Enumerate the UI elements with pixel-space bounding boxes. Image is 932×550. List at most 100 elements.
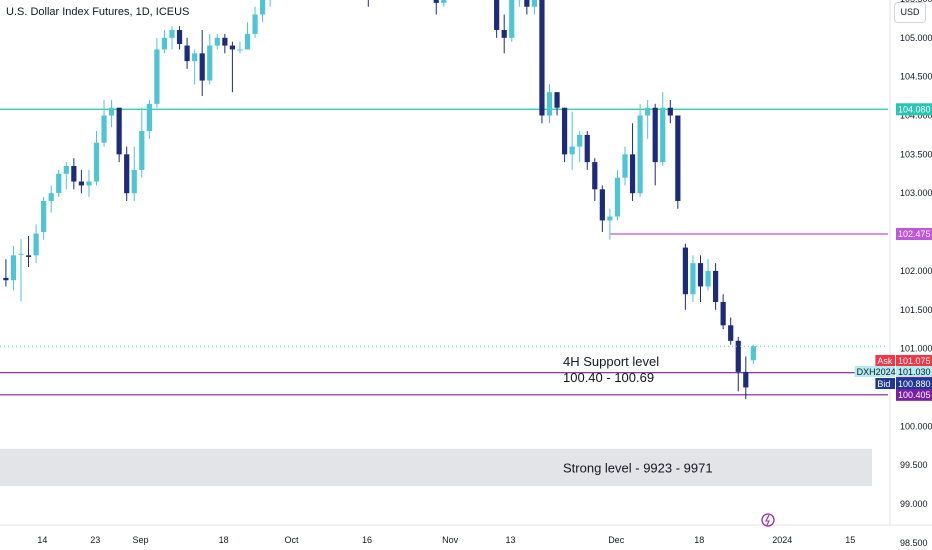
- candle[interactable]: [192, 49, 198, 85]
- candle[interactable]: [86, 169, 92, 198]
- candle[interactable]: [660, 92, 666, 167]
- candle[interactable]: [237, 41, 243, 54]
- candle-body: [743, 371, 749, 388]
- candle[interactable]: [554, 92, 560, 116]
- candle[interactable]: [3, 259, 9, 287]
- candle[interactable]: [629, 123, 636, 201]
- candle[interactable]: [524, 0, 530, 15]
- candle[interactable]: [569, 111, 575, 170]
- level-price-tag: [896, 103, 932, 116]
- candle[interactable]: [577, 131, 583, 163]
- candle[interactable]: [517, 0, 522, 7]
- candle[interactable]: [750, 344, 756, 365]
- candle[interactable]: [71, 158, 77, 190]
- candle[interactable]: [509, 0, 515, 42]
- candle[interactable]: [109, 99, 115, 128]
- candle[interactable]: [176, 26, 183, 50]
- candle[interactable]: [546, 84, 553, 124]
- candle[interactable]: [531, 0, 537, 15]
- candle[interactable]: [139, 107, 145, 178]
- candle[interactable]: [705, 259, 711, 291]
- candle[interactable]: [48, 185, 54, 213]
- candle[interactable]: [260, 0, 266, 23]
- candle[interactable]: [735, 336, 741, 392]
- candle[interactable]: [433, 0, 439, 15]
- candle[interactable]: [652, 103, 658, 186]
- candle[interactable]: [592, 158, 598, 201]
- candle[interactable]: [607, 208, 613, 240]
- candle[interactable]: [222, 33, 228, 54]
- candle-body: [124, 154, 130, 194]
- candle[interactable]: [101, 99, 107, 147]
- candle[interactable]: [229, 41, 235, 93]
- candle[interactable]: [366, 0, 371, 7]
- annotation-line-2: 100.40 - 100.69: [563, 370, 654, 385]
- candle[interactable]: [637, 103, 643, 198]
- candle[interactable]: [214, 33, 220, 50]
- candle-body: [139, 131, 145, 170]
- candle[interactable]: [63, 162, 69, 190]
- candle[interactable]: [690, 255, 696, 302]
- candle[interactable]: [78, 169, 84, 194]
- annotation-layer: 4H Support level 100.40 - 100.69: [563, 354, 659, 385]
- candle[interactable]: [33, 224, 39, 264]
- price-tick-label: 105.500: [900, 0, 932, 4]
- level-price-tag-text: 102.475: [898, 229, 931, 239]
- candle[interactable]: [93, 131, 100, 186]
- candle[interactable]: [252, 6, 258, 38]
- candle[interactable]: [10, 246, 17, 291]
- candle[interactable]: [154, 37, 160, 108]
- candle[interactable]: [268, 0, 273, 7]
- candle[interactable]: [675, 115, 681, 209]
- candle[interactable]: [645, 99, 651, 139]
- candle[interactable]: [124, 146, 130, 201]
- candle[interactable]: [562, 107, 568, 163]
- time-tick-label: Oct: [285, 535, 300, 545]
- candle[interactable]: [584, 131, 590, 170]
- candle[interactable]: [25, 235, 32, 268]
- candle-body: [146, 103, 152, 132]
- candle[interactable]: [720, 294, 726, 330]
- candle-body: [697, 263, 704, 287]
- candle[interactable]: [622, 146, 628, 186]
- candle[interactable]: [743, 356, 749, 400]
- candle[interactable]: [116, 107, 122, 163]
- event-icon[interactable]: [761, 513, 775, 527]
- zone-rect[interactable]: [0, 448, 872, 487]
- candle-body: [629, 154, 636, 194]
- candle-body: [260, 0, 266, 15]
- candle[interactable]: [184, 37, 190, 69]
- price-axis: 107.500107.000106.500106.000105.500105.0…: [900, 0, 932, 548]
- currency-button[interactable]: USD: [894, 2, 926, 23]
- candle-body: [93, 142, 100, 182]
- candle[interactable]: [244, 22, 251, 50]
- candle-body: [584, 134, 590, 163]
- candle[interactable]: [682, 243, 688, 310]
- candle[interactable]: [697, 255, 704, 302]
- candle[interactable]: [494, 0, 500, 38]
- candle[interactable]: [599, 185, 605, 233]
- candle[interactable]: [131, 146, 137, 201]
- candle-body: [252, 14, 258, 34]
- candle-body: [116, 107, 122, 155]
- candle[interactable]: [146, 99, 152, 139]
- candle[interactable]: [161, 30, 168, 54]
- candle[interactable]: [199, 30, 205, 97]
- candle[interactable]: [207, 33, 213, 85]
- candle[interactable]: [539, 0, 545, 124]
- candle[interactable]: [18, 239, 24, 302]
- levels-layer: [0, 108, 888, 396]
- candle[interactable]: [501, 14, 507, 54]
- candle[interactable]: [713, 263, 719, 310]
- price-tag-label: DXH2024: [857, 367, 896, 377]
- candle[interactable]: [169, 26, 175, 50]
- candle[interactable]: [667, 99, 673, 124]
- candle[interactable]: [41, 197, 47, 240]
- candle[interactable]: [56, 169, 62, 198]
- candle[interactable]: [728, 317, 734, 345]
- candle[interactable]: [441, 0, 447, 7]
- candle-body: [494, 0, 500, 31]
- candle[interactable]: [614, 169, 621, 221]
- candle-body: [222, 37, 228, 46]
